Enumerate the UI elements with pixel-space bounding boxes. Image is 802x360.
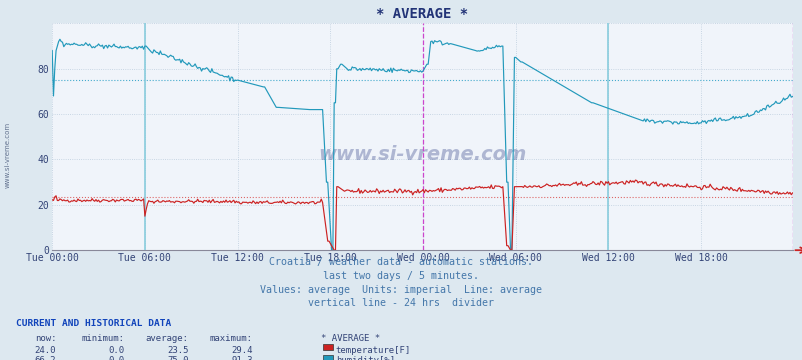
Text: 24.0: 24.0 (34, 346, 56, 355)
Text: www.si-vreme.com: www.si-vreme.com (4, 122, 10, 188)
Text: last two days / 5 minutes.: last two days / 5 minutes. (323, 271, 479, 281)
Text: 29.4: 29.4 (231, 346, 253, 355)
Text: * AVERAGE *: * AVERAGE * (321, 334, 380, 343)
Text: temperature[F]: temperature[F] (335, 346, 411, 355)
Text: minimum:: minimum: (81, 334, 124, 343)
Text: maximum:: maximum: (209, 334, 253, 343)
Text: 91.3: 91.3 (231, 356, 253, 360)
Text: humidity[%]: humidity[%] (335, 356, 395, 360)
Text: 66.2: 66.2 (34, 356, 56, 360)
Text: 0.0: 0.0 (108, 346, 124, 355)
Text: now:: now: (34, 334, 56, 343)
Text: 0.0: 0.0 (108, 356, 124, 360)
Text: 75.0: 75.0 (167, 356, 188, 360)
Text: Values: average  Units: imperial  Line: average: Values: average Units: imperial Line: av… (260, 285, 542, 295)
Title: * AVERAGE *: * AVERAGE * (376, 7, 468, 21)
Text: Croatia / weather data - automatic stations.: Croatia / weather data - automatic stati… (269, 257, 533, 267)
Text: 23.5: 23.5 (167, 346, 188, 355)
Text: vertical line - 24 hrs  divider: vertical line - 24 hrs divider (308, 298, 494, 309)
Text: www.si-vreme.com: www.si-vreme.com (318, 145, 526, 165)
Text: CURRENT AND HISTORICAL DATA: CURRENT AND HISTORICAL DATA (16, 319, 171, 328)
Text: average:: average: (145, 334, 188, 343)
